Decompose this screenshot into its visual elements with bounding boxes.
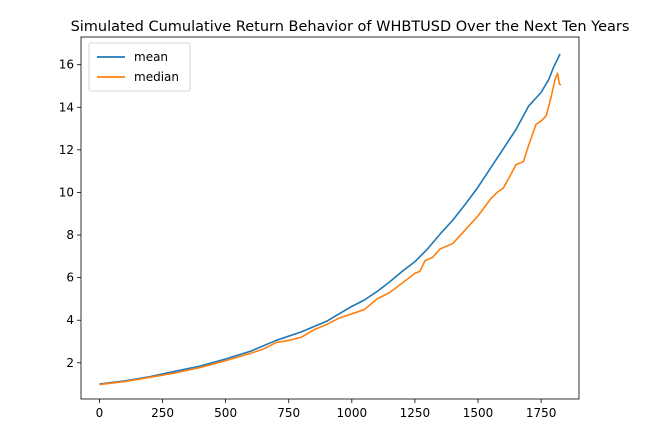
x-tick-label: 1750 (526, 406, 557, 420)
series-line-median (99, 72, 562, 386)
y-tick-label: 14 (59, 100, 74, 114)
y-axis: 2 4 6 8 10 12 14 16 (59, 58, 81, 370)
x-axis: 0 250 500 750 1000 1250 1500 1750 (96, 399, 557, 420)
plot-frame (80, 36, 580, 400)
series-layer (99, 53, 562, 386)
x-tick-label: 1500 (463, 406, 494, 420)
x-tick-label: 750 (277, 406, 300, 420)
legend-label-mean: mean (134, 50, 168, 64)
series-line-mean (99, 53, 561, 385)
legend: mean median (88, 42, 191, 92)
x-tick-label: 500 (214, 406, 237, 420)
plot-area (81, 37, 579, 399)
y-tick-label: 6 (66, 271, 74, 285)
x-tick-label: 1000 (337, 406, 368, 420)
x-tick-label: 1250 (400, 406, 431, 420)
x-tick-label: 0 (96, 406, 104, 420)
y-tick-label: 2 (66, 356, 74, 370)
y-tick-label: 10 (59, 185, 74, 199)
chart-title: Simulated Cumulative Return Behavior of … (71, 19, 630, 35)
y-tick-label: 12 (59, 143, 74, 157)
legend-label-median: median (134, 70, 179, 84)
x-tick-label: 250 (151, 406, 174, 420)
y-tick-label: 16 (59, 58, 74, 72)
legend-box (88, 42, 191, 92)
y-tick-label: 4 (66, 313, 74, 327)
y-tick-label: 8 (66, 228, 74, 242)
